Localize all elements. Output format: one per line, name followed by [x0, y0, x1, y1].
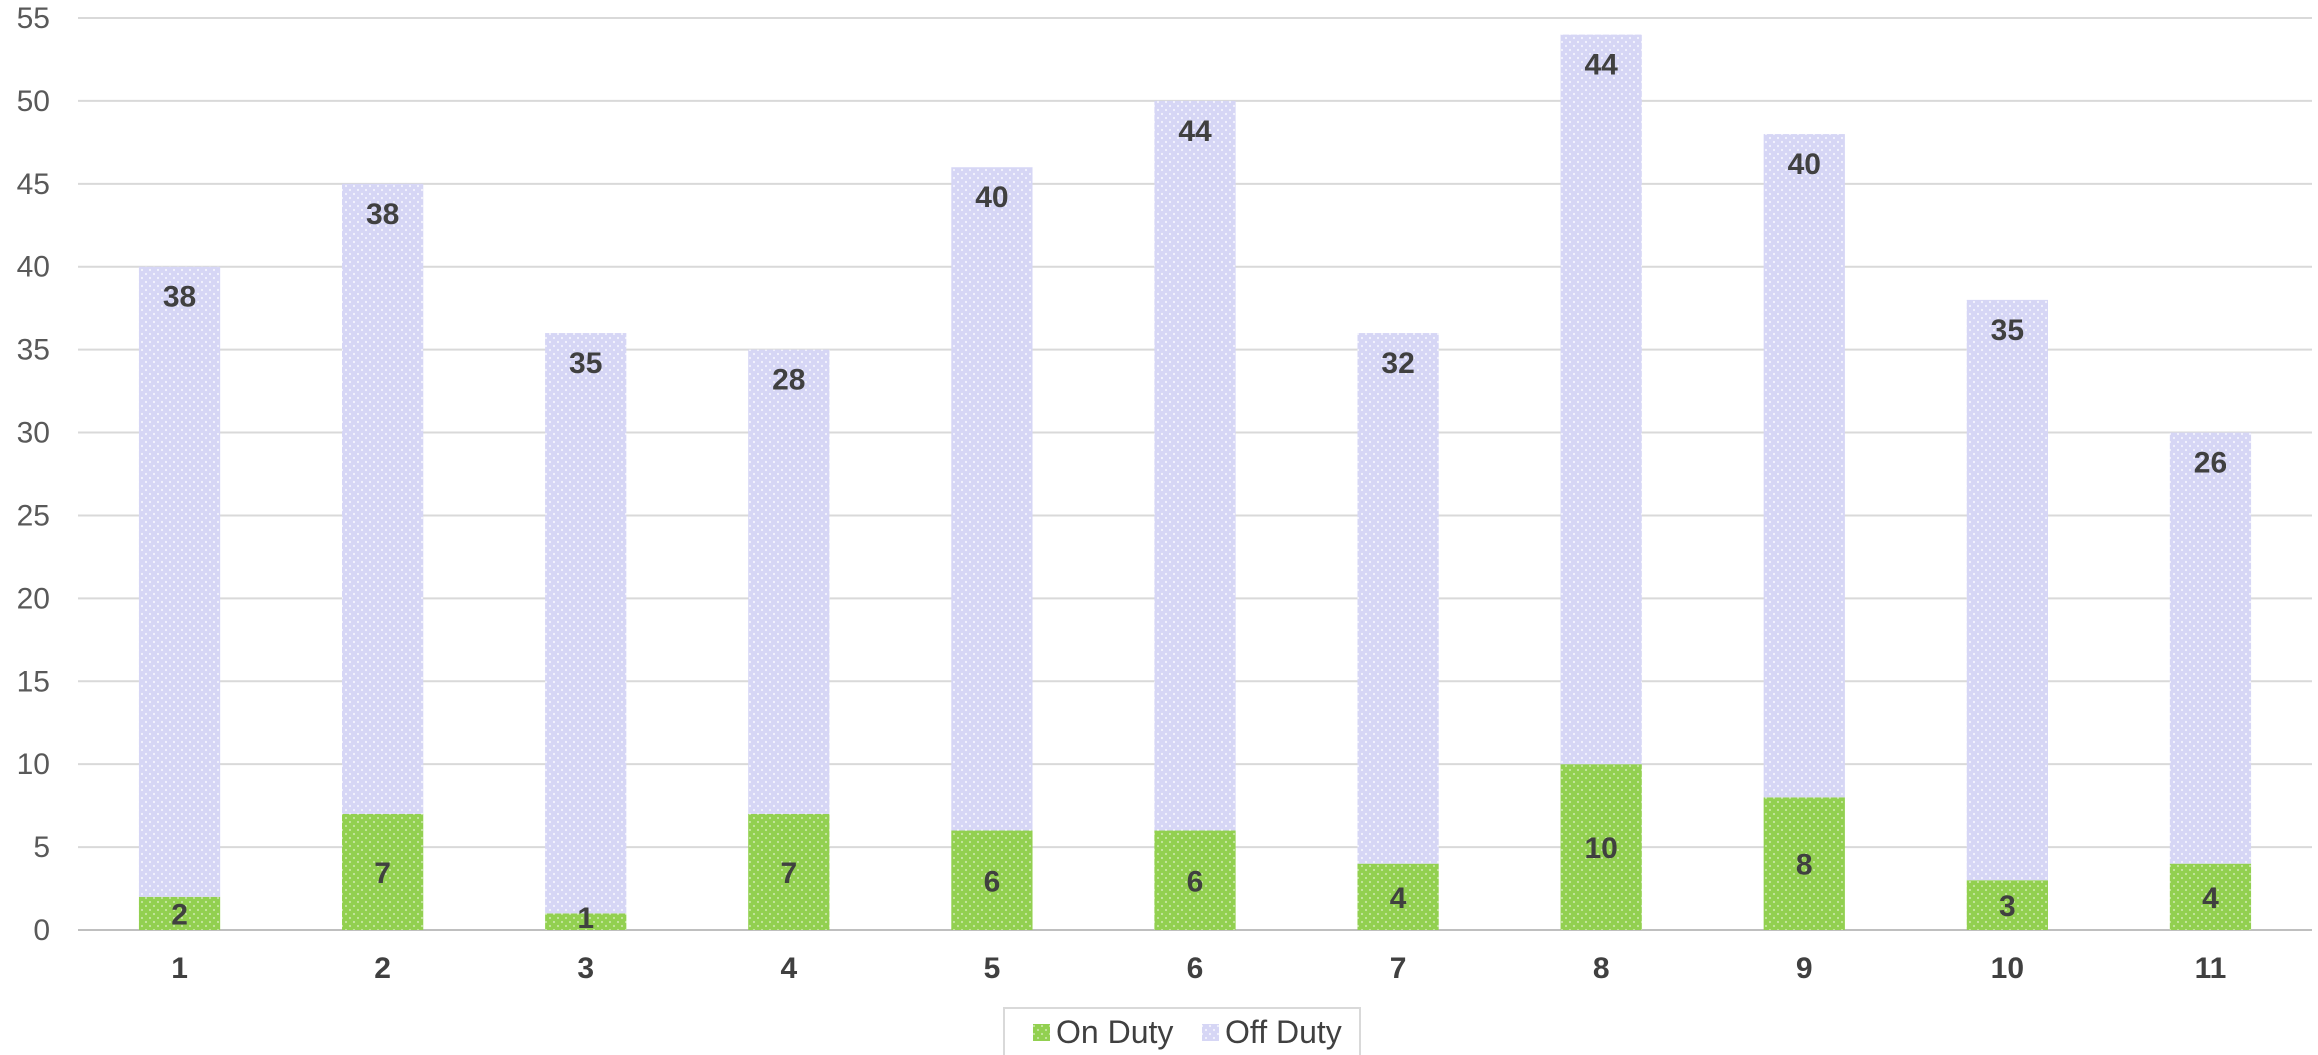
data-label-off-duty: 28	[772, 364, 805, 397]
y-tick-label: 50	[17, 85, 50, 118]
y-tick-label: 15	[17, 665, 50, 698]
data-label-on-duty: 4	[1390, 882, 1407, 915]
data-label-on-duty: 1	[577, 902, 594, 935]
bar-on-duty	[951, 830, 1033, 930]
data-label-on-duty: 6	[984, 865, 1001, 898]
bars	[138, 34, 2252, 930]
bar-off-duty	[1966, 299, 2048, 881]
x-tick-label: 7	[1390, 952, 1407, 985]
bar-off-duty	[748, 349, 830, 814]
x-tick-label: 9	[1796, 952, 1813, 985]
bar-off-duty	[1357, 333, 1439, 864]
x-tick-label: 1	[171, 952, 188, 985]
bar-on-duty	[1763, 797, 1845, 930]
x-tick-label: 4	[780, 952, 797, 985]
bar-on-duty	[138, 896, 221, 930]
x-tick-label: 11	[2195, 952, 2227, 985]
data-label-off-duty: 35	[569, 347, 602, 380]
legend-box	[1003, 1007, 1361, 1055]
x-tick-label: 2	[374, 952, 391, 985]
y-tick-label: 10	[17, 748, 50, 781]
data-label-on-duty: 6	[1187, 865, 1204, 898]
y-tick-label: 30	[17, 417, 50, 450]
data-label-off-duty: 44	[1584, 49, 1618, 82]
data-label-off-duty: 40	[975, 181, 1008, 214]
data-label-on-duty: 3	[1999, 890, 2016, 923]
legend-swatch-off-duty	[1202, 1024, 1219, 1041]
bar-off-duty	[545, 333, 627, 914]
bar-on-duty	[1357, 863, 1439, 930]
data-label-off-duty: 32	[1381, 347, 1414, 380]
x-tick-label: 3	[577, 952, 594, 985]
data-label-off-duty: 35	[1991, 314, 2024, 347]
data-label-on-duty: 7	[374, 857, 391, 890]
bar-on-duty	[1154, 830, 1236, 930]
bar-off-duty	[1763, 134, 1845, 798]
bar-off-duty	[138, 266, 221, 897]
data-label-on-duty: 2	[171, 898, 188, 931]
x-axis-ticks: 1 2 3 4 5 6 7 8 9 10 11	[171, 952, 2226, 985]
y-tick-label: 0	[33, 914, 50, 947]
data-label-on-duty: 4	[2202, 882, 2219, 915]
x-tick-label: 8	[1593, 952, 1610, 985]
y-tick-label: 45	[17, 168, 50, 201]
bar-off-duty	[342, 183, 424, 814]
y-tick-label: 55	[17, 2, 50, 35]
x-tick-label: 5	[984, 952, 1001, 985]
y-tick-label: 40	[17, 251, 50, 284]
data-label-on-duty: 10	[1584, 832, 1617, 865]
bar-on-duty	[1560, 764, 1642, 930]
data-label-on-duty: 8	[1796, 849, 1813, 882]
bar-off-duty	[951, 167, 1033, 831]
y-tick-label: 25	[17, 499, 50, 532]
x-tick-label: 10	[1991, 952, 2024, 985]
bar-on-duty	[2169, 863, 2252, 930]
data-label-off-duty: 38	[366, 198, 399, 231]
bar-on-duty	[748, 813, 830, 930]
x-tick-label: 6	[1187, 952, 1204, 985]
y-tick-label: 5	[33, 831, 50, 864]
data-label-off-duty: 40	[1788, 148, 1821, 181]
legend: On Duty Off Duty	[1003, 1007, 1361, 1055]
y-axis-ticks: 0 5 10 15 20 25 30 35 40 45 50 55	[17, 2, 50, 947]
legend-label-off-duty: Off Duty	[1225, 1014, 1342, 1050]
bar-off-duty	[2169, 432, 2252, 864]
y-tick-label: 20	[17, 582, 50, 615]
data-label-on-duty: 7	[780, 857, 797, 890]
legend-label-on-duty: On Duty	[1056, 1014, 1173, 1050]
bar-on-duty	[545, 913, 627, 930]
data-label-off-duty: 38	[163, 281, 196, 314]
data-label-off-duty: 26	[2194, 447, 2227, 480]
data-label-off-duty: 44	[1178, 115, 1212, 148]
y-tick-label: 35	[17, 334, 50, 367]
bar-off-duty	[1560, 34, 1642, 765]
legend-swatch-on-duty	[1033, 1024, 1050, 1041]
bar-off-duty	[1154, 100, 1236, 831]
bar-on-duty	[1966, 880, 2048, 930]
bar-on-duty	[342, 813, 424, 930]
